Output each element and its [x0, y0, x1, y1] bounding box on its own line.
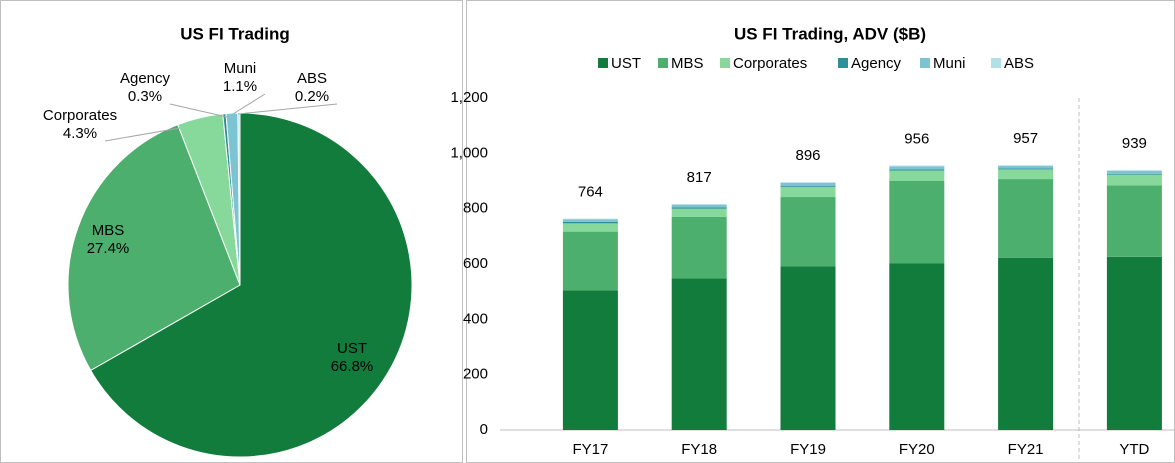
legend-swatch	[720, 58, 730, 68]
legend-swatch	[838, 58, 848, 68]
y-tick-label: 200	[463, 366, 488, 383]
x-tick-label: FY18	[681, 441, 717, 458]
y-tick-label: 400	[463, 310, 488, 327]
legend-label: ABS	[1004, 55, 1034, 72]
slice-label: 66.8%	[331, 358, 374, 375]
total-label: 896	[795, 147, 820, 164]
bar-segment	[562, 223, 618, 232]
bar-segment	[562, 219, 618, 222]
bar-segment	[998, 165, 1054, 166]
x-tick-label: FY21	[1008, 441, 1044, 458]
bar-segment	[562, 221, 618, 224]
slice-name: ABS	[297, 70, 327, 87]
slice-name: Agency	[120, 70, 171, 87]
bar-segment	[889, 169, 945, 171]
bar-segment	[889, 166, 945, 170]
slice-name: Corporates	[43, 107, 117, 124]
legend-label: UST	[611, 55, 641, 72]
bar-segment	[998, 179, 1054, 258]
x-tick-label: YTD	[1119, 441, 1149, 458]
legend-swatch	[920, 58, 930, 68]
bar-segment	[780, 197, 836, 267]
slice-label: 0.3%	[128, 88, 162, 105]
bar-segment	[889, 165, 945, 167]
x-tick-label: FY20	[899, 441, 935, 458]
bar-segment	[889, 170, 945, 181]
bar-segment	[671, 278, 727, 430]
y-tick-label: 800	[463, 200, 488, 217]
y-tick-label: 0	[480, 421, 488, 438]
bar-segment	[671, 203, 727, 205]
bar-segment	[780, 186, 836, 198]
total-label: 957	[1013, 130, 1038, 147]
bar-segment	[780, 266, 836, 430]
slice-name: MBS	[92, 222, 125, 239]
bar-segment	[1106, 174, 1162, 186]
slice-label: 1.1%	[223, 78, 257, 95]
legend-swatch	[658, 58, 668, 68]
legend-swatch	[598, 58, 608, 68]
bar-segment	[780, 182, 836, 186]
leader-line	[237, 103, 338, 115]
bar-segment	[998, 168, 1054, 170]
slice-label: 4.3%	[63, 125, 97, 142]
bar-segment	[562, 290, 618, 430]
leader-line	[169, 103, 228, 118]
bar-segment	[671, 208, 727, 217]
y-tick-label: 1,200	[450, 89, 488, 106]
y-tick-label: 600	[463, 255, 488, 272]
total-label: 939	[1122, 135, 1147, 152]
leader-line	[232, 93, 266, 115]
bar-segment	[1106, 185, 1162, 257]
bar-segment	[780, 182, 836, 183]
bar-segment	[671, 216, 727, 279]
x-tick-label: FY17	[572, 441, 608, 458]
bar-segment	[671, 204, 727, 208]
leader-line	[104, 127, 181, 142]
bar-segment	[562, 231, 618, 291]
total-label: 817	[687, 169, 712, 186]
bar-segment	[780, 185, 836, 187]
slice-label: 27.4%	[87, 240, 130, 257]
pie-slice	[67, 124, 241, 372]
bar-segment	[998, 169, 1054, 180]
pie-title: US FI Trading	[180, 24, 290, 43]
total-label: 956	[904, 130, 929, 147]
legend-swatch	[991, 58, 1001, 68]
bar-segment	[671, 207, 727, 209]
bar-segment	[1106, 170, 1162, 171]
bar-segment	[562, 218, 618, 220]
legend-label: Agency	[851, 55, 902, 72]
legend-label: Muni	[933, 55, 966, 72]
total-label: 764	[578, 184, 603, 201]
bar-segment	[1106, 256, 1162, 430]
legend-label: Corporates	[733, 55, 807, 72]
bar-segment	[998, 165, 1054, 169]
bar-segment	[889, 263, 945, 430]
bar-title: US FI Trading, ADV ($B)	[734, 24, 926, 43]
slice-name: Muni	[224, 60, 257, 77]
legend-label: MBS	[671, 55, 704, 72]
slice-name: UST	[337, 340, 367, 357]
pie-slice	[90, 112, 413, 458]
x-tick-label: FY19	[790, 441, 826, 458]
y-tick-label: 1,000	[450, 144, 488, 161]
bar-segment	[889, 181, 945, 264]
bar-segment	[1106, 173, 1162, 175]
pie-slice	[237, 112, 241, 286]
bar-segment	[998, 257, 1054, 430]
slice-label: 0.2%	[295, 88, 329, 105]
bar-segment	[1106, 170, 1162, 174]
